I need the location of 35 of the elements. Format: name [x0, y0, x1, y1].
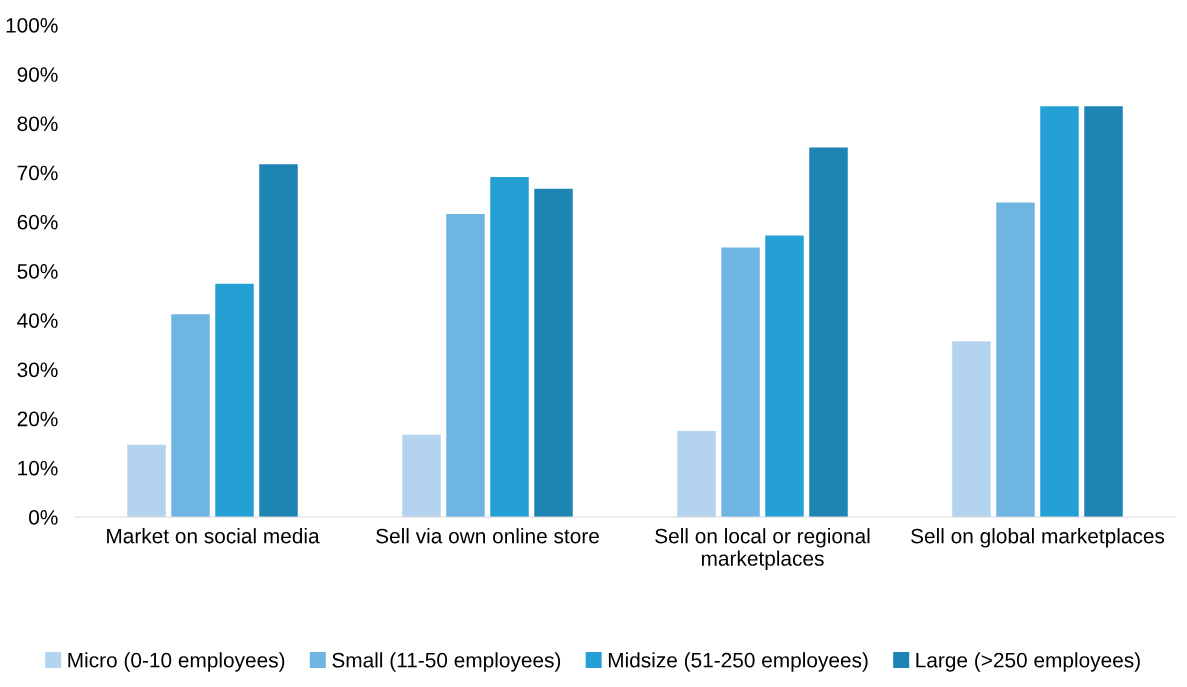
bar [1040, 106, 1079, 517]
y-tick-label: 70% [17, 165, 58, 181]
x-tick-label: Market on social media [107, 528, 320, 544]
legend-label: Large (>250 employees) [916, 652, 1140, 672]
legend-label: Micro (0-10 employees) [68, 652, 285, 672]
bar [952, 341, 991, 517]
x-tick-label: Sell on global marketplaces [911, 528, 1165, 548]
y-tick-label: 100% [6, 18, 58, 33]
bar [1084, 106, 1123, 517]
legend-label: Midsize (51-250 employees) [608, 652, 868, 672]
y-tick-label: 80% [17, 116, 58, 132]
bar [259, 164, 298, 517]
bar [677, 430, 716, 517]
x-tick-label: Sell via own online store [376, 528, 599, 544]
bar [215, 283, 254, 517]
bar [534, 188, 573, 517]
bar [721, 247, 760, 517]
y-tick-label: 30% [17, 362, 58, 378]
x-tick-label: Sell on local or regional marketplaces [655, 528, 870, 570]
y-tick-label: 60% [17, 214, 58, 230]
bar [765, 235, 804, 517]
bar [996, 202, 1035, 517]
y-tick-label: 50% [17, 264, 58, 279]
bar [446, 213, 485, 517]
legend-label: Small (11-50 employees) [332, 652, 561, 672]
y-tick-label: 10% [18, 460, 58, 476]
y-tick-label: 0% [29, 510, 58, 525]
y-tick-label: 40% [17, 313, 58, 328]
y-tick-label: 90% [17, 67, 58, 82]
bar [490, 177, 529, 517]
bar [809, 147, 848, 517]
bar [171, 314, 210, 517]
y-tick-label: 20% [17, 411, 58, 427]
bar [402, 434, 441, 517]
bar [127, 444, 166, 517]
